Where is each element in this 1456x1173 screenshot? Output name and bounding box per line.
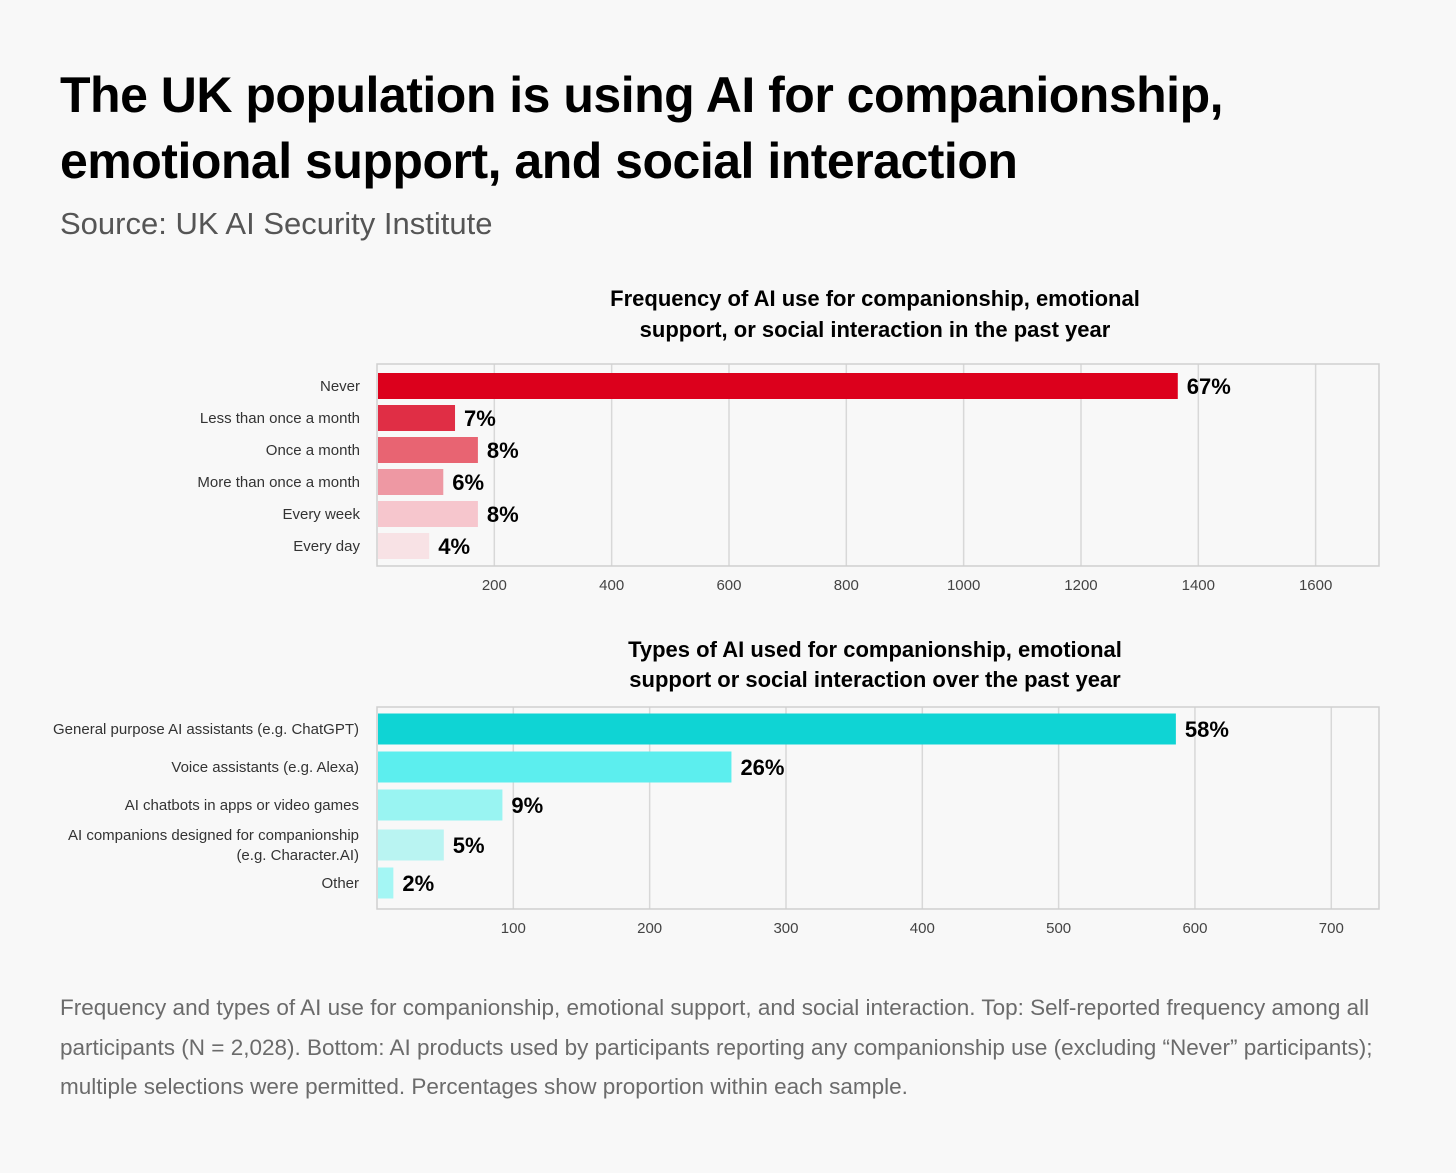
data-label: 26% <box>740 755 784 780</box>
chart-title-line: support, or social interaction in the pa… <box>640 317 1111 342</box>
bar <box>378 867 394 899</box>
x-tick-label: 1400 <box>1182 577 1215 594</box>
x-tick-label: 100 <box>501 920 526 937</box>
bar <box>378 373 1178 399</box>
x-tick-label: 800 <box>834 577 859 594</box>
bar <box>378 713 1176 745</box>
category-label: Never <box>320 378 360 395</box>
bar <box>378 437 478 463</box>
data-label: 67% <box>1187 374 1231 399</box>
x-tick-label: 400 <box>599 577 624 594</box>
category-label: AI companions designed for companionship <box>68 827 359 844</box>
bar <box>378 829 444 861</box>
chart-title-line: Types of AI used for companionship, emot… <box>628 637 1122 662</box>
chart-title-line: support or social interaction over the p… <box>629 667 1121 692</box>
category-label: Other <box>321 875 359 892</box>
data-label: 4% <box>438 534 470 559</box>
x-tick-label: 300 <box>773 920 798 937</box>
bar <box>378 751 732 783</box>
category-label: General purpose AI assistants (e.g. Chat… <box>53 721 359 738</box>
bar <box>378 533 430 559</box>
x-tick-label: 200 <box>637 920 662 937</box>
plot-frame <box>376 363 1380 567</box>
plot-frame <box>376 706 1380 910</box>
bar <box>378 501 478 527</box>
data-label: 5% <box>453 833 485 858</box>
data-label: 8% <box>487 438 519 463</box>
category-label: Every week <box>282 506 360 523</box>
bar <box>378 469 444 495</box>
page-title: The UK population is using AI for compan… <box>60 67 1224 189</box>
x-tick-label: 200 <box>482 577 507 594</box>
bar <box>378 405 456 431</box>
x-tick-label: 1600 <box>1299 577 1332 594</box>
category-label: Every day <box>293 538 360 555</box>
x-tick-label: 400 <box>910 920 935 937</box>
category-label: Less than once a month <box>200 410 360 427</box>
category-label: (e.g. Character.AI) <box>236 847 359 864</box>
category-label: More than once a month <box>197 474 360 491</box>
bar <box>378 789 503 821</box>
x-tick-label: 700 <box>1319 920 1344 937</box>
x-tick-label: 500 <box>1046 920 1071 937</box>
x-tick-label: 1200 <box>1064 577 1097 594</box>
data-label: 7% <box>464 406 496 431</box>
chart-title-line: Frequency of AI use for companionship, e… <box>610 286 1140 311</box>
x-tick-label: 600 <box>716 577 741 594</box>
data-label: 58% <box>1185 717 1229 742</box>
data-label: 8% <box>487 502 519 527</box>
data-label: 9% <box>511 793 543 818</box>
x-tick-label: 1000 <box>947 577 980 594</box>
category-label: AI chatbots in apps or video games <box>125 797 359 814</box>
x-tick-label: 600 <box>1182 920 1207 937</box>
data-label: 2% <box>402 871 434 896</box>
category-label: Once a month <box>266 442 360 459</box>
category-label: Voice assistants (e.g. Alexa) <box>171 759 359 776</box>
figure-caption: Frequency and types of AI use for compan… <box>60 995 1373 1099</box>
source-subtitle: Source: UK AI Security Institute <box>60 206 493 241</box>
data-label: 6% <box>452 470 484 495</box>
